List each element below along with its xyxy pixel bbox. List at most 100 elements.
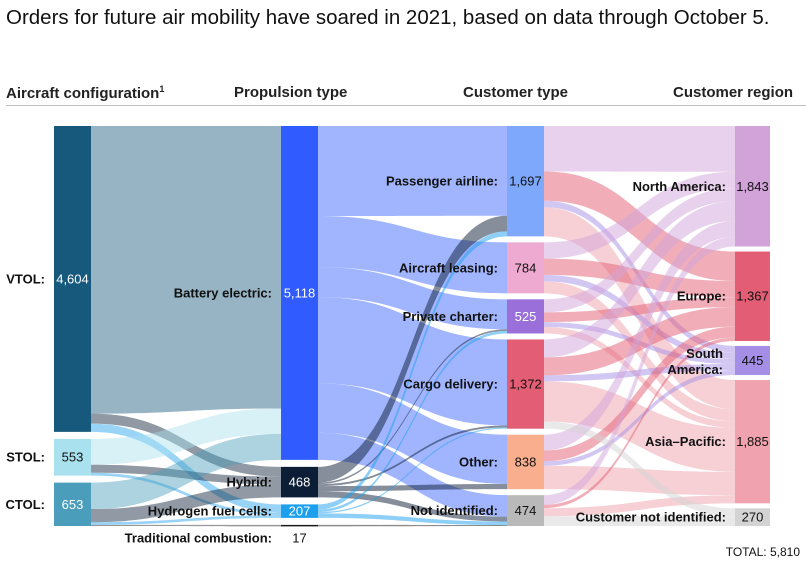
link-vtol-to-hybrid (91, 413, 281, 477)
node-label-traditional: Traditional combustion: (125, 530, 272, 545)
link-battery-to-passenger (318, 126, 507, 217)
node-value-stol: 553 (62, 450, 84, 465)
node-value-other: 838 (515, 454, 537, 469)
link-notid-to-northam (544, 236, 735, 505)
node-label-europe: Europe: (677, 289, 726, 304)
node-label-ctol: CTOL: (6, 497, 45, 512)
node-stol (54, 438, 91, 476)
link-stol-to-battery (91, 408, 281, 465)
link-battery-to-cargo (318, 297, 507, 426)
link-notid-to-europe (544, 337, 735, 509)
link-traditional-to-notid (318, 524, 507, 527)
link-vtol-to-hydrogen (91, 423, 281, 513)
link-cargo-to-regnotid (544, 421, 735, 517)
node-label-asia: Asia–Pacific: (645, 434, 726, 449)
node-label-regnotid: Customer not identified: (576, 510, 726, 525)
link-leasing-to-asia (544, 281, 735, 422)
node-label-battery: Battery electric: (174, 285, 272, 300)
link-ctol-to-traditional (91, 524, 281, 527)
link-battery-to-charter (318, 267, 507, 330)
node-southam (735, 345, 770, 376)
link-hybrid-to-other (318, 483, 507, 492)
link-ctol-to-hybrid (91, 484, 281, 523)
node-label-passenger: Passenger airline: (386, 174, 498, 189)
node-passenger (507, 126, 544, 237)
node-label-southam: South (686, 346, 723, 361)
sankey-labels: VTOL: 4,604 STOL: 553 CTOL: 653 Battery electr… (6, 174, 769, 546)
total-label: TOTAL: 5,810 (725, 545, 800, 559)
node-europe (735, 251, 770, 341)
link-stol-to-hybrid (91, 464, 281, 485)
link-charter-to-northam (544, 188, 735, 313)
column-headers: Aircraft configuration1 Propulsion type … (0, 84, 806, 106)
node-label-hydrogen: Hydrogen fuel cells: (148, 504, 272, 519)
node-value-notid: 474 (515, 503, 537, 518)
link-hybrid-to-passenger (318, 215, 507, 483)
node-value-asia: 1,885 (736, 434, 769, 449)
link-charter-to-europe (544, 297, 735, 323)
node-label-vtol: VTOL: (6, 271, 45, 286)
header-customer-type: Customer type (463, 84, 569, 101)
header-customer-region: Customer region (673, 84, 794, 101)
link-other-to-southam (544, 370, 735, 466)
link-hydrogen-to-charter (318, 330, 507, 513)
header-propulsion-type: Propulsion type (234, 84, 348, 101)
link-charter-to-asia (544, 326, 735, 428)
node-value-hybrid: 468 (289, 475, 311, 490)
node-charter (507, 299, 544, 334)
sankey-nodes (54, 126, 770, 527)
link-hybrid-to-cargo (318, 425, 507, 487)
node-label-other: Other: (459, 454, 498, 469)
link-hydrogen-to-cargo (318, 427, 507, 514)
node-value-leasing: 784 (515, 260, 537, 275)
node-ctol (54, 482, 91, 526)
link-battery-to-leasing (318, 216, 507, 294)
node-value-southam: 445 (742, 353, 764, 368)
node-value-hydrogen: 207 (289, 504, 311, 519)
node-value-europe: 1,367 (736, 289, 769, 304)
node-traditional (281, 524, 318, 527)
node-label-cargo: Cargo delivery: (403, 377, 498, 392)
header-aircraft-configuration: Aircraft configuration1 (6, 84, 164, 102)
node-value-charter: 525 (515, 309, 537, 324)
node-value-battery: 5,118 (284, 285, 316, 300)
node-label-leasing: Aircraft leasing: (399, 260, 498, 275)
node-label-charter: Private charter: (403, 309, 498, 324)
link-cargo-to-northam (544, 201, 735, 358)
link-leasing-to-southam (544, 274, 735, 360)
link-ctol-to-battery (91, 433, 281, 510)
node-value-cargo: 1,372 (509, 377, 542, 392)
node-cargo (507, 339, 544, 429)
link-cargo-to-asia (544, 381, 735, 472)
node-regnotid (735, 508, 770, 526)
link-leasing-to-northam (544, 171, 735, 259)
node-label-northam: North America: (633, 179, 726, 194)
node-value-traditional: 17 (292, 530, 306, 545)
node-label-southam-line2: America: (667, 362, 723, 377)
header-rule (6, 105, 806, 106)
link-other-to-europe (544, 326, 735, 462)
node-label-notid: Not identified: (411, 503, 498, 518)
chart-title: Orders for future air mobility have soar… (6, 6, 770, 29)
node-label-stol: STOL: (6, 450, 45, 465)
link-notid-to-regnotid (544, 516, 735, 526)
node-other (507, 434, 544, 490)
link-hydrogen-to-notid (318, 513, 507, 526)
node-notid (507, 495, 544, 526)
node-value-passenger: 1,697 (509, 174, 542, 189)
link-vtol-to-battery (91, 126, 281, 414)
link-hybrid-to-notid (318, 491, 507, 522)
link-hybrid-to-charter (318, 329, 507, 485)
node-vtol (54, 126, 91, 432)
node-hybrid (281, 466, 318, 498)
node-leasing (507, 242, 544, 294)
link-hydrogen-to-passenger (318, 231, 507, 510)
node-value-regnotid: 270 (742, 510, 764, 525)
node-value-northam: 1,843 (736, 179, 769, 194)
node-hydrogen (281, 504, 318, 518)
header-aircraft-configuration-text: Aircraft configuration (6, 85, 160, 102)
link-stol-to-hydrogen (91, 472, 281, 516)
node-asia (735, 380, 770, 504)
sankey-links (91, 126, 735, 527)
